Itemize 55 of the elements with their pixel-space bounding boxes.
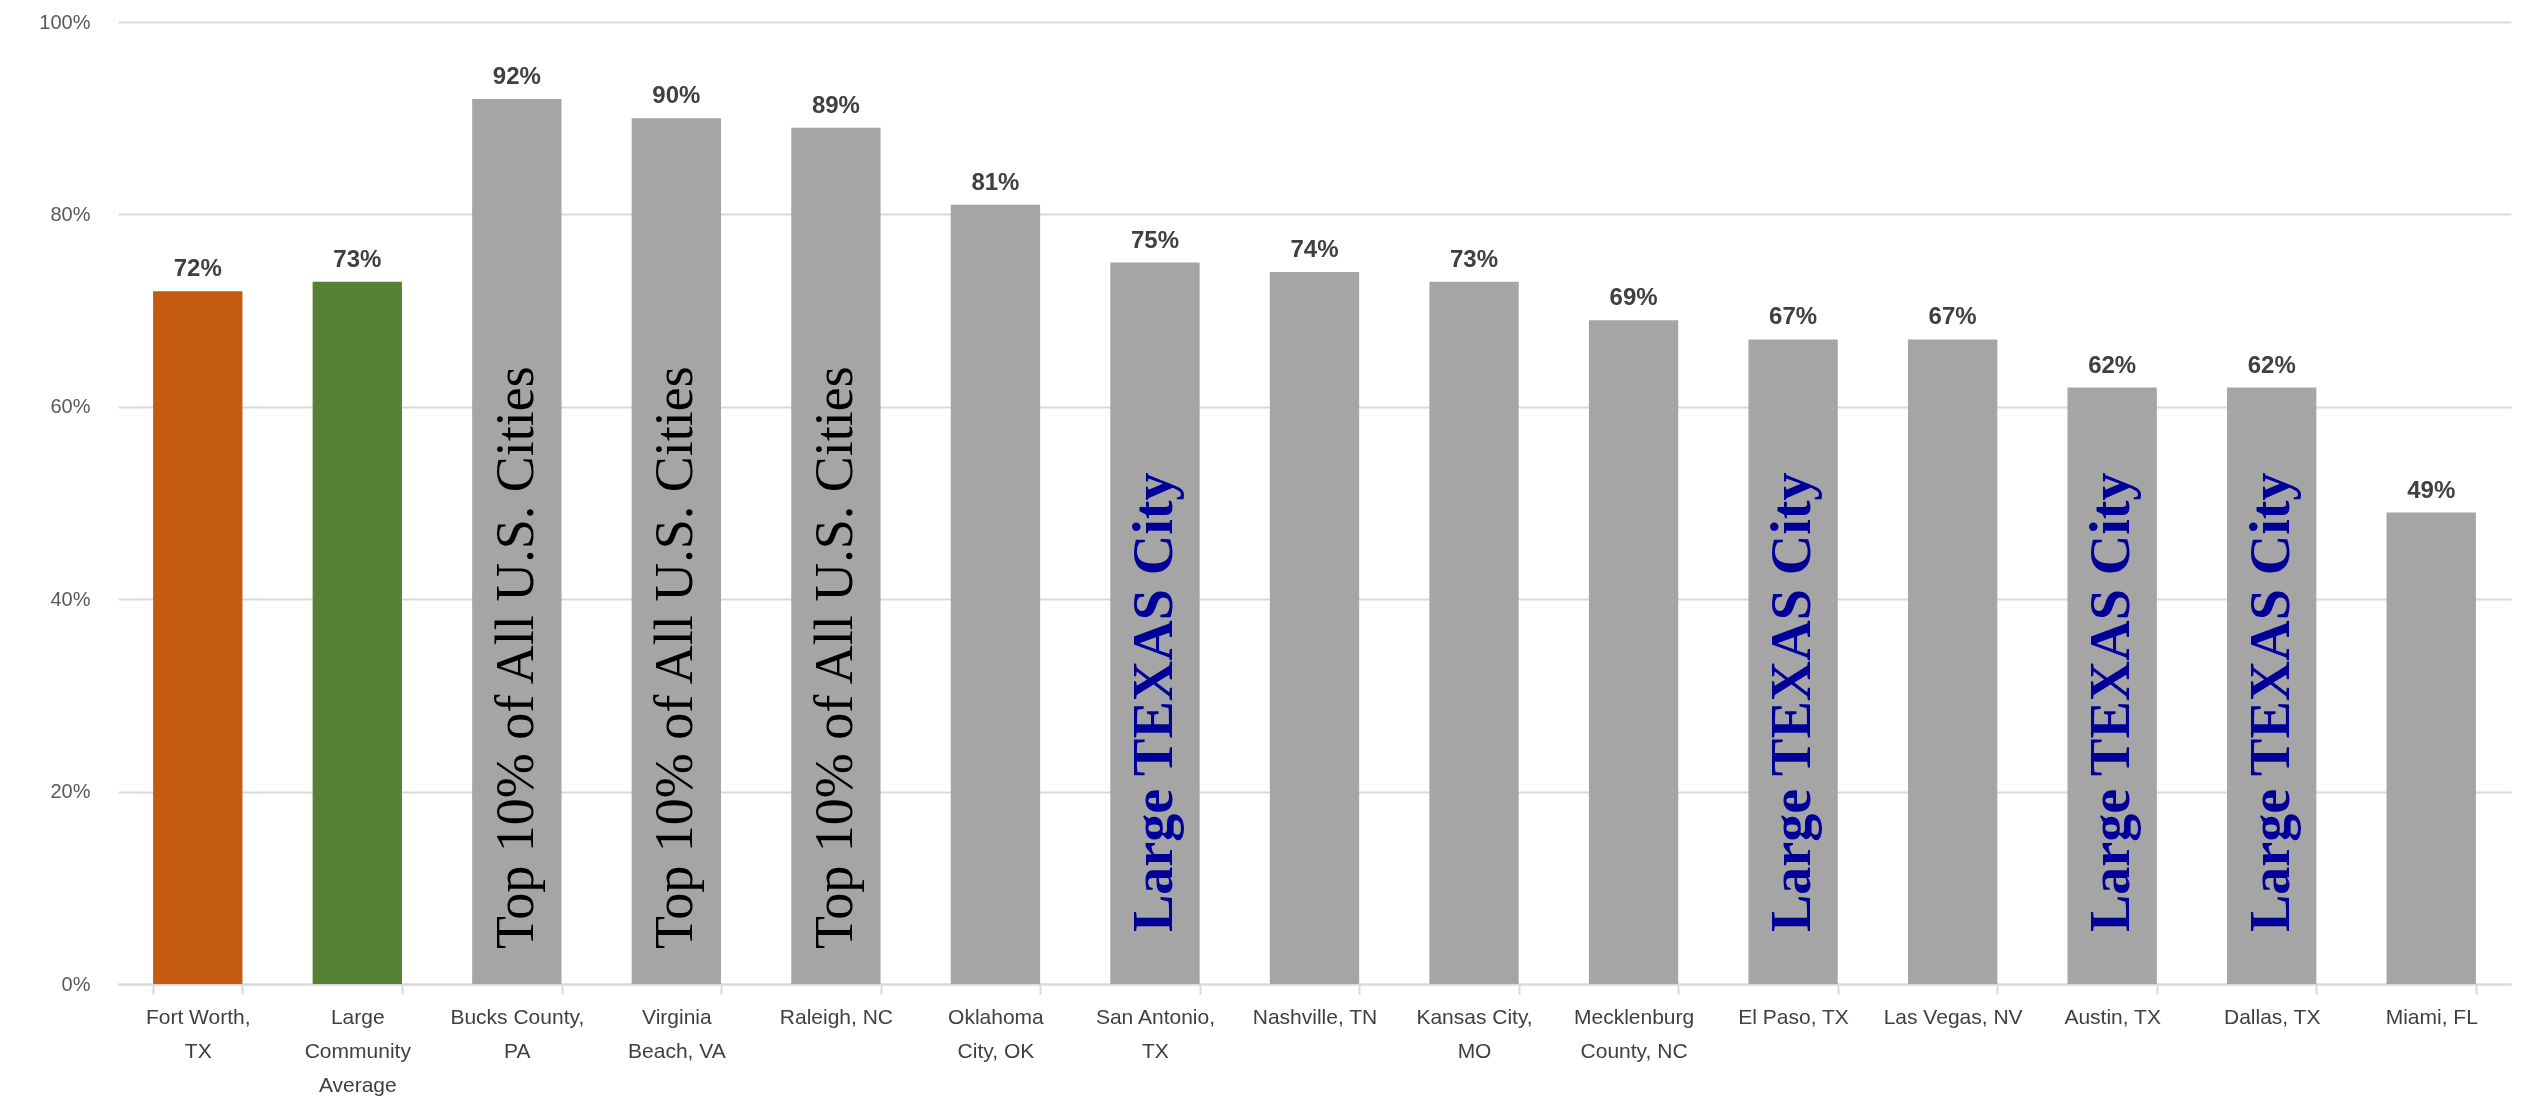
data-label: 62% bbox=[2247, 350, 2296, 378]
y-tick-label: 40% bbox=[50, 587, 91, 610]
text: Top 10% of All U.S. Cities bbox=[644, 366, 705, 949]
x-tick-label: Las Vegas, NV bbox=[1883, 1004, 2023, 1028]
x-tick-label: Virginia Beach, VA bbox=[628, 1004, 726, 1062]
data-label: 74% bbox=[1290, 235, 1339, 263]
data-label: 75% bbox=[1130, 225, 1179, 253]
y-tick-label: 0% bbox=[61, 972, 91, 995]
x-tick-label: Large Community Average bbox=[304, 1004, 412, 1096]
data-label: 73% bbox=[333, 244, 382, 272]
x-tick-label: Nashville, TN bbox=[1252, 1004, 1378, 1028]
x-tick-label: San Antonio, TX bbox=[1095, 1004, 1216, 1062]
data-label: 81% bbox=[971, 167, 1020, 195]
x-tick-label: Austin, TX bbox=[2064, 1004, 2161, 1028]
bar bbox=[1110, 262, 1200, 984]
series-label: Top 10% of All U.S. Cities bbox=[484, 366, 545, 949]
bar bbox=[472, 98, 562, 984]
x-tick-label: El Paso, TX bbox=[1738, 1004, 1849, 1028]
data-label: 73% bbox=[1450, 244, 1499, 272]
bar bbox=[1588, 320, 1679, 984]
y-tick-label: 20% bbox=[50, 780, 91, 803]
x-tick-label: Mecklenburg County, NC bbox=[1573, 1004, 1695, 1062]
x-tick-label: Dallas, TX bbox=[2223, 1004, 2321, 1028]
text: Large TEXAS City bbox=[2079, 472, 2142, 932]
data-label: 62% bbox=[2088, 350, 2137, 378]
x-tick-label: Kansas City, MO bbox=[1416, 1004, 1533, 1062]
bar bbox=[2386, 512, 2476, 984]
series-label: Large TEXAS City bbox=[2238, 472, 2301, 932]
bar bbox=[1907, 339, 1998, 984]
bar bbox=[312, 281, 402, 984]
data-label: 72% bbox=[173, 254, 222, 282]
x-tick-label: Miami, FL bbox=[2385, 1004, 2478, 1028]
x-tick-label: Oklahoma City, OK bbox=[948, 1004, 1045, 1062]
y-tick-label: 100% bbox=[39, 10, 91, 33]
data-label: 67% bbox=[1928, 302, 1977, 330]
x-tick-label: Bucks County, PA bbox=[450, 1004, 585, 1062]
bar bbox=[950, 204, 1041, 984]
text: Top 10% of All U.S. Cities bbox=[803, 366, 864, 949]
data-label: 92% bbox=[492, 61, 541, 89]
bar bbox=[153, 291, 243, 984]
bar bbox=[791, 127, 881, 984]
x-tick-label: Raleigh, NC bbox=[779, 1004, 894, 1028]
data-label: 49% bbox=[2407, 475, 2456, 503]
text: Large TEXAS City bbox=[1121, 472, 1184, 932]
bar bbox=[1429, 281, 1519, 984]
text: Large TEXAS City bbox=[1760, 472, 1823, 932]
data-label: 89% bbox=[811, 90, 860, 118]
bar bbox=[1269, 272, 1360, 984]
bar bbox=[631, 118, 722, 984]
data-label: 90% bbox=[652, 81, 701, 109]
y-tick-label: 80% bbox=[50, 202, 91, 225]
x-tick-label: Fort Worth, TX bbox=[145, 1004, 251, 1062]
data-label: 67% bbox=[1769, 302, 1818, 330]
y-tick-label: 60% bbox=[50, 395, 91, 418]
data-label: 69% bbox=[1609, 283, 1658, 311]
